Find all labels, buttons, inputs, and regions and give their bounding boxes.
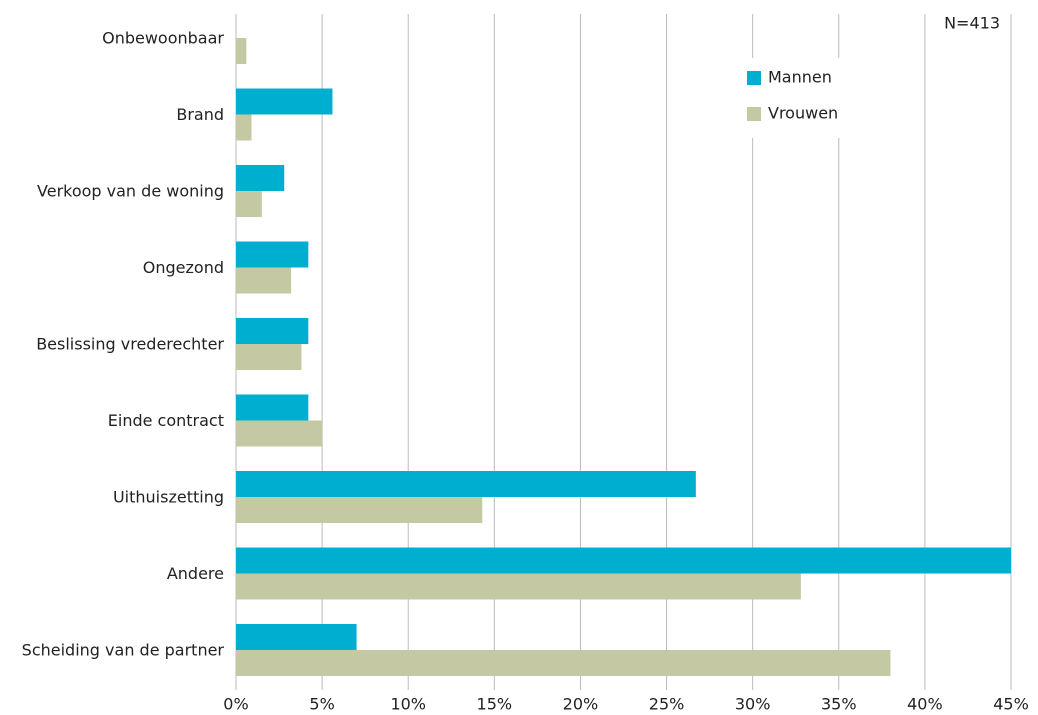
y-tick-label: Andere: [167, 564, 224, 583]
bar: [236, 241, 309, 268]
bar: [236, 267, 292, 294]
bar: [236, 88, 333, 115]
bar: [236, 624, 357, 650]
bar: [236, 650, 891, 676]
y-tick-label: Verkoop van de woning: [37, 182, 224, 201]
bar: [236, 420, 323, 447]
annotation: N=413: [944, 14, 1000, 33]
bar: [236, 38, 247, 64]
x-tick-label: 45%: [993, 695, 1029, 714]
bar: [236, 165, 285, 191]
x-tick-label: 15%: [477, 695, 513, 714]
y-tick-label: Beslissing vrederechter: [36, 335, 224, 354]
x-tick-label: 5%: [309, 695, 334, 714]
y-tick-label: Scheiding van de partner: [22, 641, 225, 660]
bar: [236, 318, 309, 344]
y-tick-label: Einde contract: [108, 411, 224, 430]
bar: [236, 497, 483, 523]
bar: [236, 394, 309, 421]
x-tick-label: 25%: [649, 695, 685, 714]
y-tick-label: Uithuiszetting: [113, 488, 224, 507]
bar: [236, 114, 252, 141]
legend-swatch: [747, 71, 761, 85]
x-tick-label: 0%: [223, 695, 248, 714]
bar: [236, 471, 696, 497]
legend-label: Vrouwen: [768, 104, 838, 123]
legend: Mannen Vrouwen: [734, 58, 856, 138]
y-tick-label: Onbewoonbaar: [102, 29, 224, 48]
x-tick-label: 10%: [390, 695, 426, 714]
y-tick-label: Ongezond: [143, 258, 224, 277]
legend-swatch: [747, 107, 761, 121]
x-tick-label: 35%: [821, 695, 857, 714]
x-tick-label: 40%: [907, 695, 943, 714]
bar: [236, 344, 302, 370]
x-tick-label: 30%: [735, 695, 771, 714]
x-tick-label: 20%: [563, 695, 599, 714]
bar: [236, 191, 262, 217]
legend-label: Mannen: [768, 68, 832, 87]
y-tick-label: Brand: [176, 105, 224, 124]
bar: [236, 547, 1011, 574]
bar: [236, 573, 801, 600]
